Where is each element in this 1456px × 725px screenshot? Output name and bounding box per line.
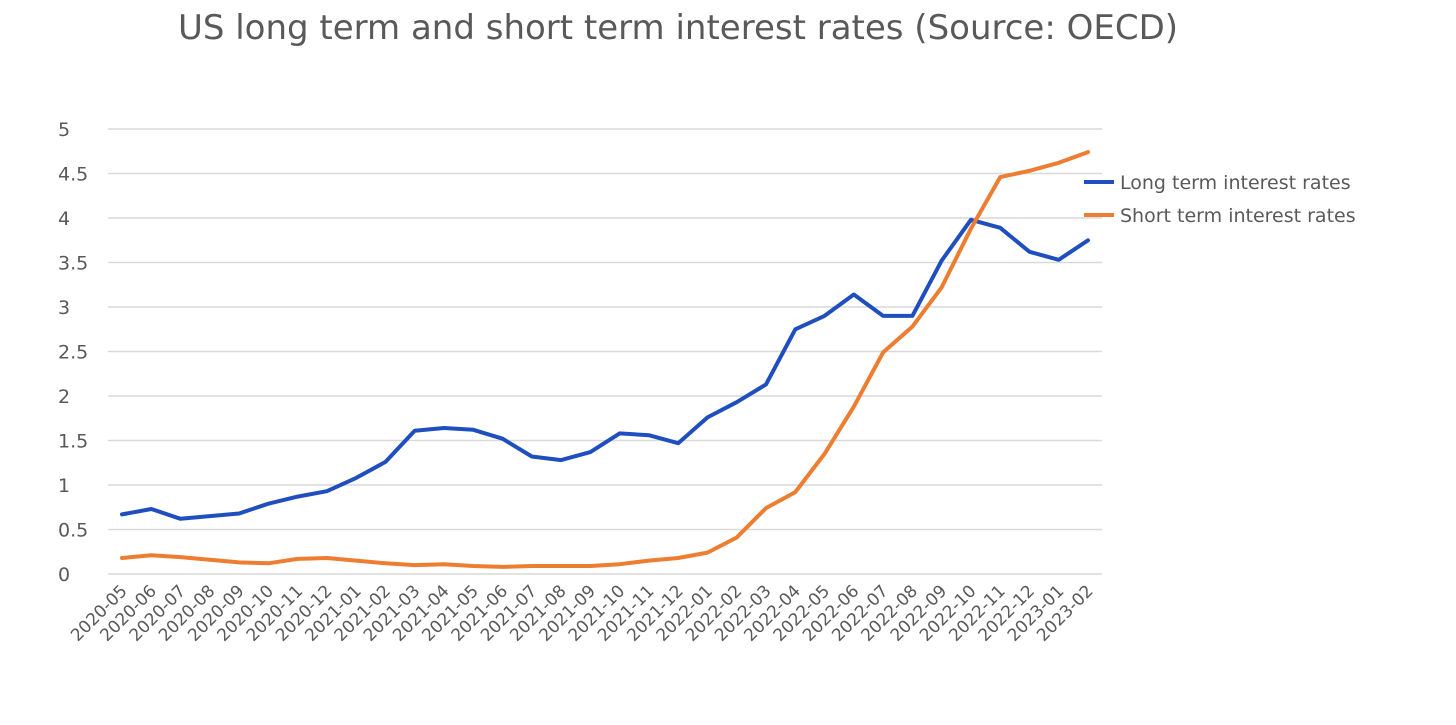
legend-label: Short term interest rates xyxy=(1120,205,1356,227)
data-point xyxy=(647,559,651,563)
data-point xyxy=(559,458,563,462)
data-point xyxy=(530,455,534,459)
data-point xyxy=(705,551,709,555)
data-point xyxy=(823,452,827,456)
y-tick-label: 5 xyxy=(58,119,70,141)
y-tick-label: 4 xyxy=(58,208,70,230)
data-point xyxy=(881,350,885,354)
data-point xyxy=(852,293,856,297)
data-point xyxy=(588,564,592,568)
data-point xyxy=(793,490,797,494)
data-point xyxy=(705,415,709,419)
data-point xyxy=(530,564,534,568)
y-tick-label: 3 xyxy=(58,297,70,319)
data-point xyxy=(149,507,153,511)
data-point xyxy=(296,557,300,561)
data-point xyxy=(618,562,622,566)
data-point xyxy=(910,325,914,329)
data-point xyxy=(1057,161,1061,165)
data-point xyxy=(208,514,212,518)
data-point xyxy=(735,400,739,404)
data-point xyxy=(471,428,475,432)
data-point xyxy=(852,405,856,409)
series-line-long-term xyxy=(120,217,1090,521)
data-point xyxy=(764,506,768,510)
data-point xyxy=(618,431,622,435)
data-point xyxy=(998,226,1002,230)
chart-title: US long term and short term interest rat… xyxy=(177,8,1179,48)
data-point xyxy=(354,476,358,480)
y-tick-label: 1.5 xyxy=(58,431,88,453)
data-point xyxy=(266,561,270,565)
data-point xyxy=(676,556,680,560)
y-tick-label: 3.5 xyxy=(58,253,88,275)
data-point xyxy=(442,562,446,566)
data-point xyxy=(413,563,417,567)
data-point xyxy=(881,314,885,318)
data-point xyxy=(325,556,329,560)
data-point xyxy=(764,382,768,386)
data-point xyxy=(793,327,797,331)
series-line-short-term xyxy=(120,150,1090,569)
data-point xyxy=(149,553,153,557)
data-point xyxy=(120,556,124,560)
y-tick-label: 1 xyxy=(58,475,70,497)
data-point xyxy=(969,218,973,222)
data-point xyxy=(1027,250,1031,254)
data-point xyxy=(413,429,417,433)
legend-label: Long term interest rates xyxy=(1120,172,1351,194)
data-point xyxy=(559,564,563,568)
data-point xyxy=(1027,169,1031,173)
data-point xyxy=(1057,258,1061,262)
data-point xyxy=(354,559,358,563)
data-point xyxy=(676,441,680,445)
data-point xyxy=(735,536,739,540)
data-point xyxy=(647,433,651,437)
y-tick-label: 4.5 xyxy=(58,164,88,186)
data-point xyxy=(501,437,505,441)
data-point xyxy=(940,259,944,263)
data-point xyxy=(179,555,183,559)
y-tick-label: 2 xyxy=(58,386,70,408)
data-point xyxy=(940,285,944,289)
data-point xyxy=(120,512,124,516)
data-point xyxy=(1086,150,1090,154)
data-point xyxy=(266,502,270,506)
data-point xyxy=(969,227,973,231)
y-tick-label: 2.5 xyxy=(58,342,88,364)
y-tick-label: 0 xyxy=(58,564,70,586)
y-tick-label: 0.5 xyxy=(58,520,88,542)
data-point xyxy=(442,426,446,430)
data-point xyxy=(998,175,1002,179)
data-point xyxy=(383,561,387,565)
data-point xyxy=(237,560,241,564)
data-point xyxy=(179,517,183,521)
data-point xyxy=(383,460,387,464)
data-point xyxy=(208,558,212,562)
data-point xyxy=(237,511,241,515)
data-point xyxy=(471,564,475,568)
data-point xyxy=(823,314,827,318)
data-point xyxy=(325,489,329,493)
data-point xyxy=(1086,238,1090,242)
data-point xyxy=(296,495,300,499)
data-point xyxy=(501,565,505,569)
data-point xyxy=(910,314,914,318)
data-point xyxy=(588,450,592,454)
